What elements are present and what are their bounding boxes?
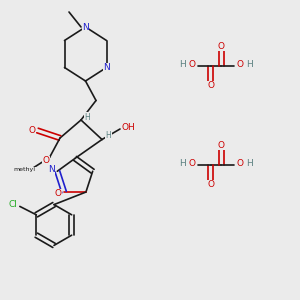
Text: O: O: [28, 126, 36, 135]
Text: OH: OH: [122, 123, 135, 132]
Text: N: N: [48, 165, 55, 174]
Text: O: O: [207, 81, 214, 90]
Text: H: H: [246, 159, 252, 168]
Text: H: H: [180, 60, 186, 69]
Text: O: O: [218, 141, 225, 150]
Text: methyl: methyl: [14, 167, 36, 172]
Text: H: H: [85, 112, 91, 122]
Text: O: O: [42, 156, 50, 165]
Text: H: H: [180, 159, 186, 168]
Text: O: O: [236, 159, 244, 168]
Text: O: O: [188, 159, 196, 168]
Text: O: O: [55, 189, 62, 198]
Text: N: N: [103, 63, 110, 72]
Text: O: O: [188, 60, 196, 69]
Text: H: H: [106, 130, 112, 140]
Text: O: O: [207, 180, 214, 189]
Text: O: O: [218, 42, 225, 51]
Text: O: O: [236, 60, 244, 69]
Text: N: N: [82, 22, 89, 32]
Text: Cl: Cl: [9, 200, 18, 209]
Text: H: H: [246, 60, 252, 69]
